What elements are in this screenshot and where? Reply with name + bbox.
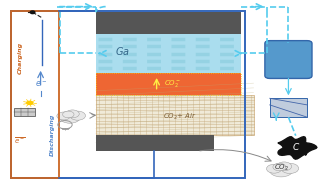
Bar [96,34,101,40]
FancyBboxPatch shape [265,41,312,78]
Circle shape [66,110,79,118]
Bar [221,34,226,40]
Text: $C$: $C$ [292,141,300,152]
Bar [96,94,254,135]
Circle shape [266,164,282,173]
Circle shape [273,163,286,171]
Circle shape [277,162,292,171]
Bar [162,34,167,40]
Circle shape [281,163,299,174]
Circle shape [59,111,80,123]
Bar [136,34,141,40]
Bar [142,34,147,40]
Bar [169,34,174,40]
Circle shape [63,111,74,118]
Bar [234,34,239,40]
Text: $Ga$: $Ga$ [115,46,130,57]
Bar [149,34,154,40]
Bar [208,34,213,40]
Bar [182,34,187,40]
Bar [11,11,245,178]
Bar [228,34,233,40]
Circle shape [30,11,35,14]
Bar [270,98,307,117]
Circle shape [26,101,34,105]
Circle shape [70,111,85,120]
Bar [109,34,114,40]
Bar [11,11,58,178]
Bar [202,34,206,40]
Text: $CO_2$+ Air: $CO_2$+ Air [163,112,197,122]
Text: $CO_2^-$: $CO_2^-$ [164,78,181,89]
Bar [129,34,134,40]
Bar [175,34,180,40]
Circle shape [57,112,71,120]
Polygon shape [278,137,317,159]
Bar [96,12,240,34]
Text: Discharging: Discharging [50,113,55,156]
Bar [155,34,160,40]
Bar [14,108,35,116]
Bar [188,34,193,40]
Bar [123,34,127,40]
Bar [103,34,108,40]
Bar [116,34,121,40]
Text: $CO_2$: $CO_2$ [274,162,289,173]
Text: $e^-$: $e^-$ [34,80,47,89]
Bar [195,34,200,40]
Text: Charging: Charging [18,42,23,74]
Bar [214,34,219,40]
Text: $\bar{e}^-$: $\bar{e}^-$ [14,136,25,146]
Bar [96,73,240,94]
Bar [96,135,214,151]
Bar [96,34,240,73]
Circle shape [269,163,293,177]
Bar [96,73,240,94]
